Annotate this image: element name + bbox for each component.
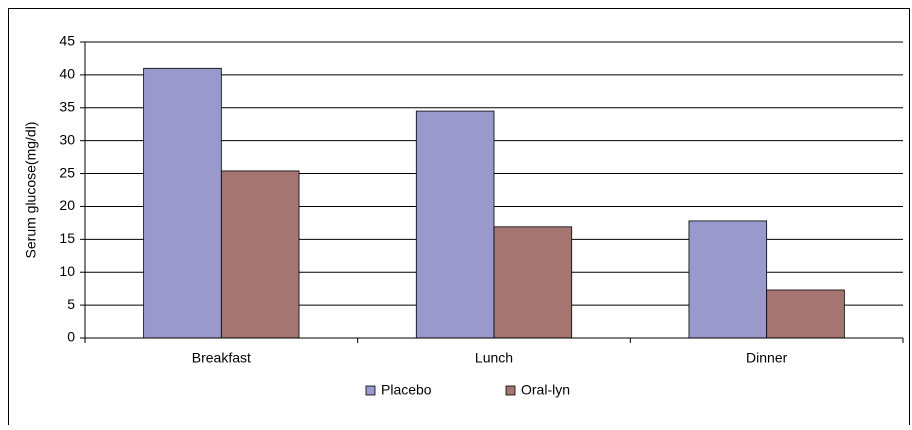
y-tick-label: 5 (67, 296, 75, 312)
legend-label: Placebo (381, 382, 432, 398)
y-axis-label: Serum glucose(mg/dl) (23, 122, 39, 259)
bar (415, 110, 495, 339)
y-tick-label: 25 (59, 164, 75, 180)
bar (493, 226, 573, 339)
bar (220, 170, 300, 339)
y-tick-label: 35 (59, 98, 75, 114)
y-tick-label: 10 (59, 263, 75, 279)
y-tick-label: 30 (59, 131, 75, 147)
bar (688, 220, 768, 339)
y-tick-label: 45 (59, 33, 75, 49)
bar (143, 67, 222, 339)
legend-swatch (505, 385, 516, 396)
x-tick-label: Breakfast (192, 350, 251, 366)
y-tick-label: 20 (59, 197, 75, 213)
y-tick-label: 40 (59, 66, 75, 82)
y-tick-label: 0 (67, 329, 75, 345)
legend-label: Oral-lyn (521, 382, 570, 398)
y-tick-label: 15 (59, 230, 75, 246)
x-tick-label: Lunch (475, 350, 513, 366)
x-tick-label: Dinner (746, 350, 788, 366)
legend-swatch (365, 385, 376, 396)
bar (766, 289, 845, 339)
